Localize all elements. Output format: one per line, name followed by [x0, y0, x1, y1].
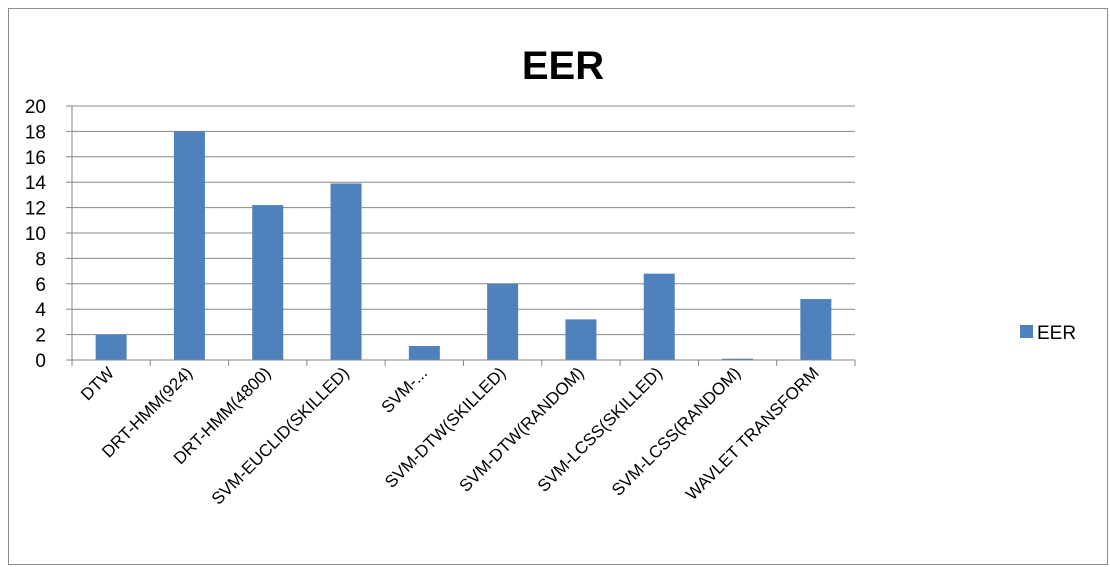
x-tick-label: WAVLET TRANSFORM	[682, 363, 823, 504]
y-axis-ticks: 0 2 4 6 8 10 12 14 16 18 20	[25, 97, 47, 372]
legend-swatch-eer	[1020, 325, 1033, 338]
x-tick-label: SVM-EUCLID(SKILLED)	[208, 363, 353, 508]
y-tick-label: 0	[35, 351, 46, 372]
x-tick-label: SVM-...	[378, 363, 432, 417]
chart-title: EER	[522, 44, 604, 88]
y-tick-label: 6	[35, 275, 46, 296]
y-tick-label: 14	[25, 173, 47, 194]
y-tick-label: 18	[25, 122, 46, 143]
legend: EER	[1020, 323, 1076, 344]
bar	[722, 358, 754, 360]
bar	[643, 273, 675, 360]
x-tick-label: DTW	[77, 363, 118, 404]
y-tick-label: 10	[25, 224, 46, 245]
bar	[487, 283, 519, 360]
bar	[330, 183, 362, 360]
bars	[95, 131, 832, 360]
y-tick-label: 12	[25, 199, 46, 220]
bar	[408, 346, 440, 360]
y-tick-label: 2	[35, 326, 46, 347]
bar	[565, 319, 597, 360]
bar	[173, 131, 205, 360]
y-tick-label: 4	[35, 300, 46, 321]
axes	[66, 105, 856, 366]
legend-label-eer: EER	[1037, 323, 1076, 344]
x-tick-label: SVM-LCSS(RANDOM)	[608, 363, 744, 499]
y-tick-label: 16	[25, 148, 46, 169]
bar	[95, 334, 127, 360]
x-axis-ticks: DTWDRT-HMM(924)DRT-HMM(4800)SVM-EUCLID(S…	[77, 363, 823, 508]
bar	[800, 299, 832, 360]
y-tick-label: 8	[35, 249, 46, 270]
y-tick-label: 20	[25, 97, 46, 118]
bar	[252, 205, 284, 360]
